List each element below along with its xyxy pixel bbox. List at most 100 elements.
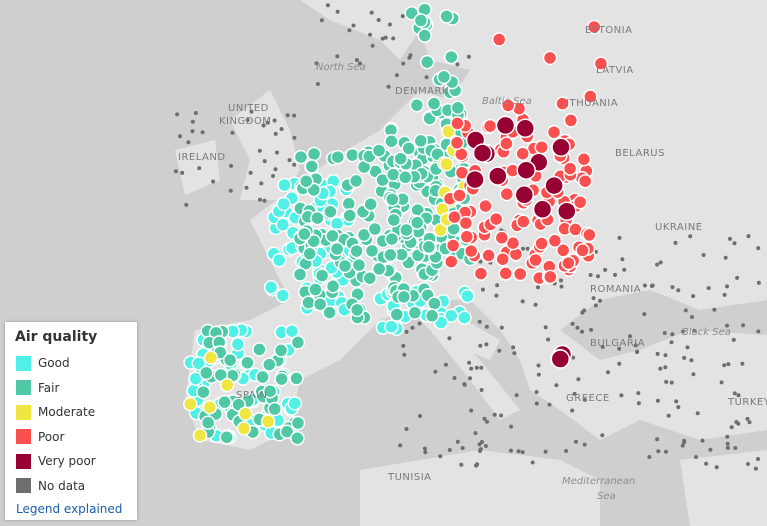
station-marker[interactable] (555, 96, 570, 111)
station-marker[interactable] (593, 303, 598, 308)
station-marker[interactable] (683, 308, 688, 313)
station-marker[interactable] (265, 120, 270, 125)
station-marker[interactable] (369, 10, 374, 15)
station-marker[interactable] (642, 312, 647, 317)
station-marker[interactable] (494, 230, 510, 246)
station-marker[interactable] (325, 279, 341, 294)
station-marker[interactable] (178, 134, 182, 139)
station-marker[interactable] (314, 268, 330, 283)
station-marker[interactable] (658, 366, 663, 371)
station-marker[interactable] (441, 124, 456, 139)
station-marker[interactable] (290, 335, 306, 350)
station-marker[interactable] (666, 413, 671, 418)
station-marker[interactable] (298, 173, 314, 189)
station-marker[interactable] (512, 266, 528, 282)
station-marker[interactable] (459, 462, 464, 467)
station-marker[interactable] (452, 376, 457, 380)
station-marker[interactable] (495, 251, 510, 267)
station-marker[interactable] (598, 298, 602, 303)
station-marker[interactable] (396, 289, 412, 305)
station-marker[interactable] (509, 424, 514, 429)
station-marker[interactable] (534, 236, 549, 251)
station-marker[interactable] (362, 270, 378, 286)
station-marker[interactable] (674, 399, 679, 404)
station-marker[interactable] (577, 173, 593, 189)
station-marker[interactable] (304, 159, 320, 174)
station-marker[interactable] (192, 428, 208, 443)
station-marker[interactable] (725, 445, 730, 450)
station-marker[interactable] (301, 295, 316, 310)
station-marker[interactable] (483, 444, 488, 448)
station-marker[interactable] (398, 170, 413, 185)
station-marker[interactable] (735, 275, 740, 280)
station-marker[interactable] (457, 310, 472, 325)
station-marker[interactable] (259, 181, 264, 186)
station-marker[interactable] (384, 134, 399, 149)
station-marker[interactable] (423, 450, 428, 455)
station-marker[interactable] (729, 425, 734, 430)
station-marker[interactable] (262, 357, 277, 372)
station-marker[interactable] (532, 199, 553, 220)
station-marker[interactable] (310, 210, 325, 226)
station-marker[interactable] (469, 366, 474, 371)
station-marker[interactable] (708, 447, 713, 452)
station-marker[interactable] (323, 204, 338, 219)
station-marker[interactable] (438, 454, 443, 459)
station-marker[interactable] (302, 246, 317, 261)
station-marker[interactable] (258, 197, 263, 202)
station-marker[interactable] (276, 196, 291, 212)
station-marker[interactable] (669, 340, 674, 345)
station-marker[interactable] (341, 196, 357, 211)
station-marker[interactable] (330, 149, 346, 165)
station-marker[interactable] (407, 55, 412, 60)
station-marker[interactable] (211, 179, 216, 184)
station-marker[interactable] (190, 119, 195, 124)
station-marker[interactable] (230, 337, 246, 352)
station-marker[interactable] (559, 278, 563, 283)
station-marker[interactable] (491, 32, 507, 47)
station-marker[interactable] (447, 209, 462, 225)
station-marker[interactable] (484, 324, 489, 329)
station-marker[interactable] (498, 266, 513, 281)
station-marker[interactable] (418, 414, 422, 418)
station-marker[interactable] (279, 424, 295, 439)
station-marker[interactable] (734, 420, 739, 424)
station-marker[interactable] (424, 75, 429, 80)
station-marker[interactable] (449, 135, 465, 151)
station-marker[interactable] (236, 421, 252, 436)
station-marker[interactable] (424, 308, 440, 324)
station-marker[interactable] (371, 143, 387, 158)
station-marker[interactable] (546, 124, 562, 140)
station-marker[interactable] (469, 408, 474, 413)
station-marker[interactable] (731, 337, 736, 342)
station-marker[interactable] (499, 413, 504, 418)
station-marker[interactable] (329, 241, 345, 257)
station-marker[interactable] (725, 441, 730, 446)
station-marker[interactable] (528, 252, 543, 268)
station-marker[interactable] (297, 226, 312, 242)
station-marker[interactable] (184, 202, 189, 207)
station-marker[interactable] (525, 246, 530, 251)
station-marker[interactable] (516, 214, 531, 229)
station-marker[interactable] (580, 329, 584, 334)
station-marker[interactable] (508, 448, 513, 453)
station-marker[interactable] (394, 73, 399, 78)
station-marker[interactable] (719, 380, 724, 385)
station-marker[interactable] (444, 254, 459, 269)
station-marker[interactable] (756, 457, 760, 461)
station-marker[interactable] (279, 127, 284, 131)
station-marker[interactable] (676, 288, 681, 293)
station-marker[interactable] (180, 170, 185, 175)
station-marker[interactable] (480, 287, 485, 292)
station-marker[interactable] (479, 388, 484, 392)
station-marker[interactable] (399, 222, 414, 238)
station-marker[interactable] (477, 442, 482, 447)
station-marker[interactable] (746, 234, 751, 239)
station-marker[interactable] (413, 133, 429, 149)
station-marker[interactable] (747, 420, 752, 425)
station-marker[interactable] (450, 100, 466, 116)
station-marker[interactable] (191, 356, 206, 371)
station-marker[interactable] (213, 367, 229, 383)
station-marker[interactable] (267, 401, 282, 417)
station-marker[interactable] (460, 446, 465, 450)
